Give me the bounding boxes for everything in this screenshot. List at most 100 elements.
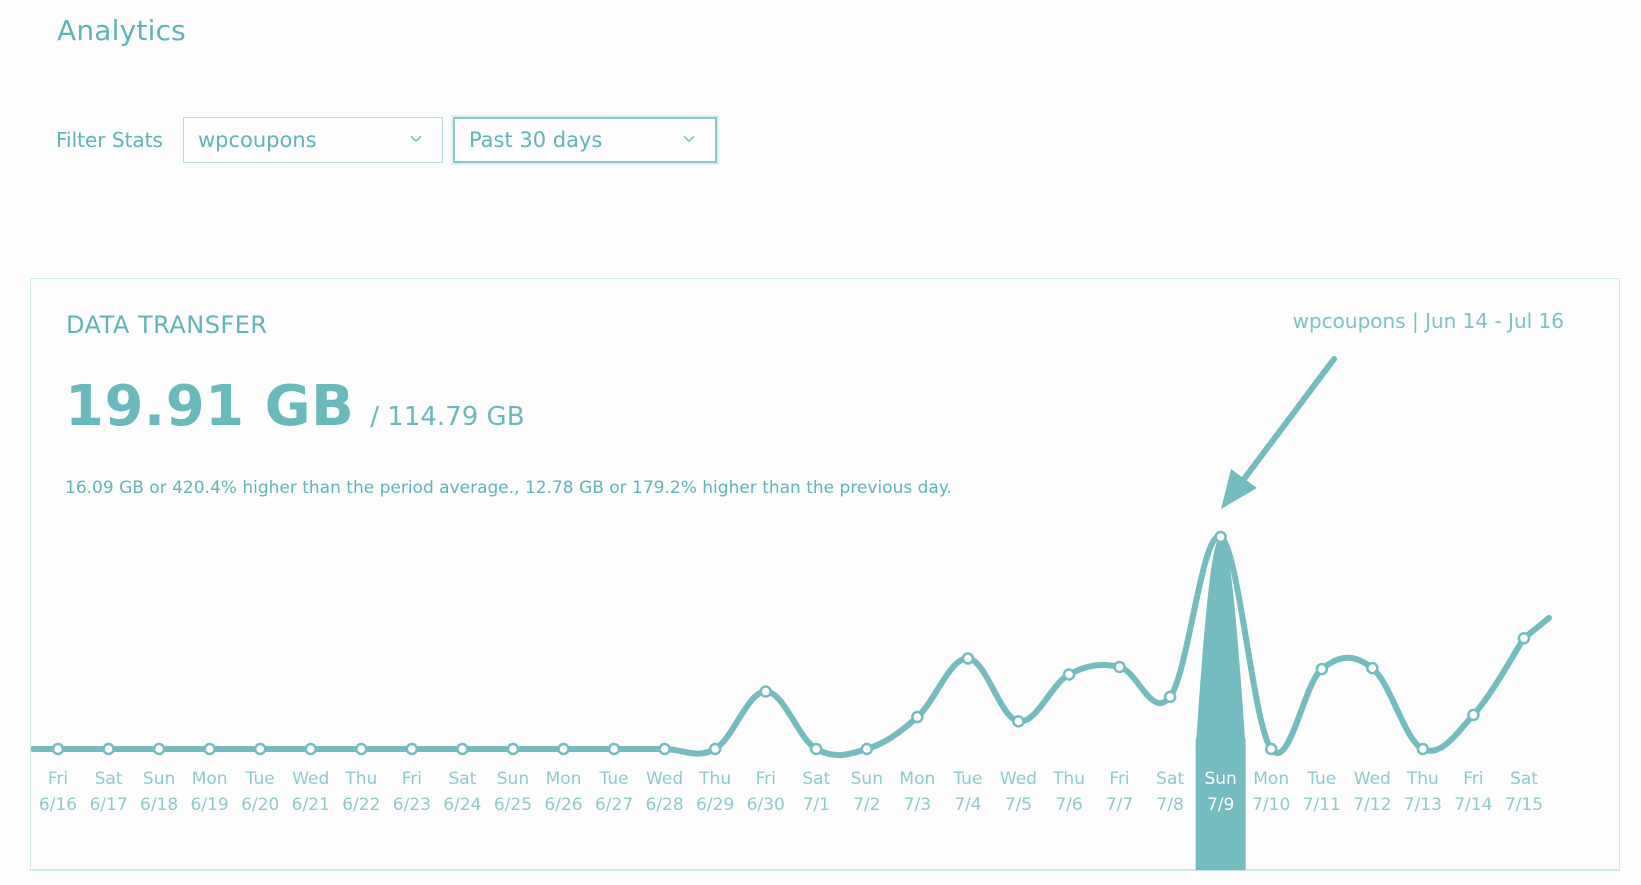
- x-tick-day: Tue: [245, 769, 275, 789]
- date-range-select[interactable]: Past 30 days: [452, 117, 717, 163]
- data-point[interactable]: [304, 742, 317, 756]
- data-point[interactable]: [102, 742, 115, 756]
- x-tick-day: Mon: [1253, 769, 1289, 789]
- data-point[interactable]: [1113, 660, 1126, 674]
- data-point[interactable]: [355, 742, 368, 756]
- data-point[interactable]: [1517, 632, 1531, 645]
- x-tick-date: 7/11: [1303, 795, 1341, 815]
- x-tick-day: Mon: [192, 769, 228, 789]
- x-tick-day: Sun: [497, 769, 529, 789]
- x-tick-date: 6/21: [292, 795, 330, 815]
- date-range-select-value: Past 30 days: [468, 128, 603, 152]
- data-point[interactable]: [506, 742, 520, 756]
- x-tick-day: Fri: [402, 769, 422, 789]
- total-transfer: 19.91 GB / 114.79 GB: [65, 374, 525, 439]
- data-point[interactable]: [253, 742, 267, 756]
- x-tick-date: 6/25: [494, 795, 532, 815]
- x-tick-day: Wed: [292, 769, 329, 789]
- data-point[interactable]: [405, 742, 419, 756]
- data-point[interactable]: [1366, 661, 1379, 675]
- x-tick-date: 7/4: [954, 795, 981, 815]
- x-tick-day: Tue: [599, 769, 629, 789]
- data-point[interactable]: [1315, 662, 1328, 676]
- data-transfer-card: Fri 6/16 Sat 6/17 Sun 6/18 Mon 6/19 Tue 6/20 Wed 6/…: [30, 278, 1620, 871]
- site-select[interactable]: wpcoupons: [182, 117, 443, 163]
- x-tick-day: Sat: [1156, 769, 1184, 789]
- x-tick-date: 7/15: [1505, 795, 1543, 815]
- data-point[interactable]: [203, 742, 216, 756]
- data-point[interactable]: [708, 742, 722, 756]
- x-tick-day: Thu: [1406, 769, 1439, 789]
- x-tick-day: Thu: [698, 769, 731, 789]
- x-tick-day: Thu: [1052, 769, 1085, 789]
- chevron-down-icon: [683, 135, 695, 143]
- annotation-arrow: [1241, 356, 1337, 482]
- x-tick-day: Sat: [802, 769, 830, 789]
- x-tick-date: 6/24: [443, 795, 481, 815]
- filter-label: Filter Stats: [56, 128, 163, 152]
- x-tick-day: Wed: [646, 769, 683, 789]
- x-tick-day: Mon: [899, 769, 935, 789]
- data-point[interactable]: [810, 742, 823, 756]
- x-tick-date: 7/1: [803, 795, 830, 815]
- x-tick-date: 6/17: [89, 795, 127, 815]
- transfer-total: / 114.79 GB: [370, 402, 525, 432]
- data-point[interactable]: [51, 742, 65, 756]
- x-tick-day: Mon: [546, 769, 582, 789]
- selected-day-highlight: [1195, 739, 1246, 870]
- data-point[interactable]: [658, 742, 671, 756]
- data-point[interactable]: [456, 742, 469, 756]
- data-point[interactable]: [961, 652, 975, 665]
- data-point[interactable]: [1214, 530, 1227, 544]
- x-tick-date: 7/14: [1454, 795, 1492, 815]
- x-tick-date: 7/6: [1055, 795, 1082, 815]
- data-point[interactable]: [1012, 715, 1025, 728]
- x-tick-date: 6/16: [39, 795, 77, 815]
- x-tick-date: 7/7: [1106, 795, 1133, 815]
- chevron-down-icon: [410, 135, 422, 143]
- x-tick-date: 6/28: [646, 795, 684, 815]
- data-point[interactable]: [152, 742, 166, 756]
- filter-bar: Filter Stats wpcoupons Past 30 days: [56, 115, 717, 165]
- x-tick-date: 6/19: [191, 795, 229, 815]
- x-tick-day: Wed: [1354, 769, 1391, 789]
- x-tick-day: Tue: [1306, 769, 1336, 789]
- data-point[interactable]: [759, 685, 772, 698]
- peak-area: [1195, 537, 1246, 749]
- x-tick-day: Tue: [952, 769, 982, 789]
- x-tick-day: Sat: [448, 769, 476, 789]
- series-line: [31, 533, 1552, 759]
- card-title: DATA TRANSFER: [66, 311, 268, 339]
- x-tick-date: 6/30: [747, 795, 785, 815]
- data-point[interactable]: [860, 742, 874, 756]
- x-tick-day: Fri: [1109, 769, 1129, 789]
- x-tick-date: 7/13: [1404, 795, 1442, 815]
- x-tick-date: 7/3: [904, 795, 931, 815]
- x-tick-date: 6/18: [140, 795, 178, 815]
- x-tick-date: 7/10: [1252, 795, 1290, 815]
- x-tick-date: 6/26: [544, 795, 582, 815]
- x-tick-day: Fri: [1463, 769, 1483, 789]
- annotation-arrowhead: [1221, 469, 1257, 509]
- data-point[interactable]: [1062, 668, 1076, 681]
- x-tick-day: Fri: [48, 769, 68, 789]
- data-point[interactable]: [607, 742, 621, 756]
- data-point[interactable]: [1467, 708, 1480, 722]
- data-point[interactable]: [1264, 742, 1278, 756]
- comparison-note: 16.09 GB or 420.4% higher than the perio…: [65, 478, 952, 498]
- x-tick-day: Sun: [1204, 769, 1236, 789]
- x-tick-date: 7/2: [853, 795, 880, 815]
- x-tick-date: 6/23: [393, 795, 431, 815]
- data-point[interactable]: [1416, 742, 1430, 756]
- site-select-value: wpcoupons: [197, 128, 317, 152]
- data-point[interactable]: [911, 710, 924, 724]
- x-tick-day: Sat: [95, 769, 123, 789]
- x-tick-day: Sat: [1510, 769, 1538, 789]
- x-tick-date: 6/20: [241, 795, 279, 815]
- x-tick-date: 6/22: [342, 795, 380, 815]
- data-point[interactable]: [557, 742, 570, 756]
- x-tick-day: Wed: [1000, 769, 1037, 789]
- transfer-value: 19.91 GB: [65, 374, 355, 439]
- data-point[interactable]: [1163, 690, 1177, 704]
- card-range-info: wpcoupons | Jun 14 - Jul 16: [1292, 309, 1564, 333]
